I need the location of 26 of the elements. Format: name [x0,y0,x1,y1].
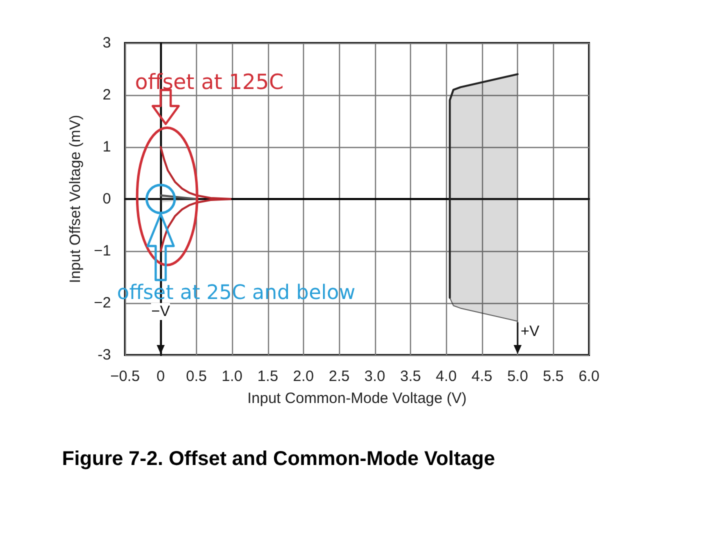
x-tick-label: 5.5 [542,368,564,385]
x-tick-label: 0.5 [186,368,207,385]
annotation: +V [520,323,540,340]
y-tick-label: −1 [94,242,111,260]
x-axis-title: Input Common-Mode Voltage (V) [247,390,467,407]
text: Figure 7-2. Offset and Common-Mode Voltage [62,448,495,471]
y-tick-label: 0 [102,190,111,208]
x-tick-label: 1.5 [257,368,278,385]
x-tick-label: 4.0 [436,368,457,385]
x-tick-label: 0 [156,368,165,385]
x-tick-label: 5.0 [507,368,528,385]
y-axis-title: Input Offset Voltage (mV) [67,114,84,284]
x-tick-label: 4.5 [471,368,492,385]
x-tick-label: −0.5 [110,368,140,385]
x-tick-label: 1.0 [222,368,243,385]
y-tick-label: -3 [98,346,111,364]
x-tick-label: 3.0 [364,368,386,385]
x-tick-label: 6.0 [578,368,600,385]
y-tick-label: 1 [102,138,111,156]
x-tick-label: 2.5 [328,368,350,385]
y-tick-label: 3 [102,34,111,52]
x-tick-label: 2.0 [293,368,314,385]
y-tick-label: 2 [102,86,111,104]
y-tick-label: −2 [94,294,111,312]
x-tick-label: 3.5 [400,368,421,385]
annotation: −V [151,303,170,320]
